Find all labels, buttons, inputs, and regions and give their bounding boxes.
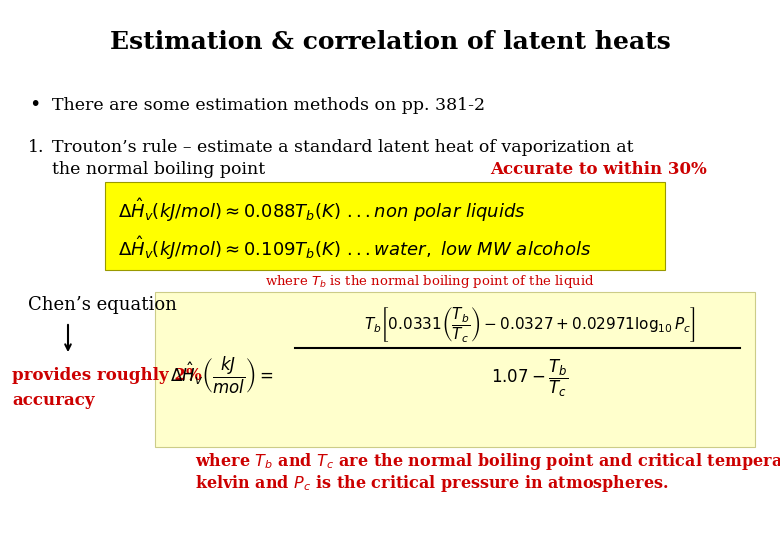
Text: Estimation & correlation of latent heats: Estimation & correlation of latent heats <box>110 30 670 54</box>
Text: Accurate to within 30%: Accurate to within 30% <box>490 161 707 179</box>
Text: Trouton’s rule – estimate a standard latent heat of vaporization at: Trouton’s rule – estimate a standard lat… <box>52 139 633 157</box>
Text: $1.07-\dfrac{T_b}{T_c}$: $1.07-\dfrac{T_b}{T_c}$ <box>491 357 569 399</box>
Bar <box>155 292 755 447</box>
Text: 1.: 1. <box>28 139 44 157</box>
Text: kelvin and $P_c$ is the critical pressure in atmospheres.: kelvin and $P_c$ is the critical pressur… <box>195 474 668 495</box>
Text: Chen’s equation: Chen’s equation <box>28 296 177 314</box>
Text: $\Delta\hat{H}_v\left(\dfrac{kJ}{mol}\right)=$: $\Delta\hat{H}_v\left(\dfrac{kJ}{mol}\ri… <box>170 354 274 396</box>
Bar <box>105 182 665 270</box>
Text: $\Delta\hat{H}_v(kJ/mol) \approx 0.088T_b(K)\ \mathit{...non\ polar\ liquids}$: $\Delta\hat{H}_v(kJ/mol) \approx 0.088T_… <box>118 196 526 224</box>
Text: $T_b\left[0.0331\left(\dfrac{T_b}{T_c}\right)-0.0327+0.02971\log_{10}P_c\right]$: $T_b\left[0.0331\left(\dfrac{T_b}{T_c}\r… <box>364 306 696 345</box>
Text: where $T_b$ is the normal boiling point of the liquid: where $T_b$ is the normal boiling point … <box>265 273 595 291</box>
Text: •: • <box>30 96 41 114</box>
Text: $\Delta\hat{H}_v(kJ/mol) \approx 0.109T_b(K)\ \mathit{...water,\ low\ MW\ alcoho: $\Delta\hat{H}_v(kJ/mol) \approx 0.109T_… <box>118 234 591 262</box>
Text: There are some estimation methods on pp. 381-2: There are some estimation methods on pp.… <box>52 97 485 113</box>
Text: provides roughly 2%
accuracy: provides roughly 2% accuracy <box>12 367 202 409</box>
Text: the normal boiling point: the normal boiling point <box>52 161 265 179</box>
Text: where $T_b$ and $T_c$ are the normal boiling point and critical temperature in: where $T_b$ and $T_c$ are the normal boi… <box>195 451 780 472</box>
